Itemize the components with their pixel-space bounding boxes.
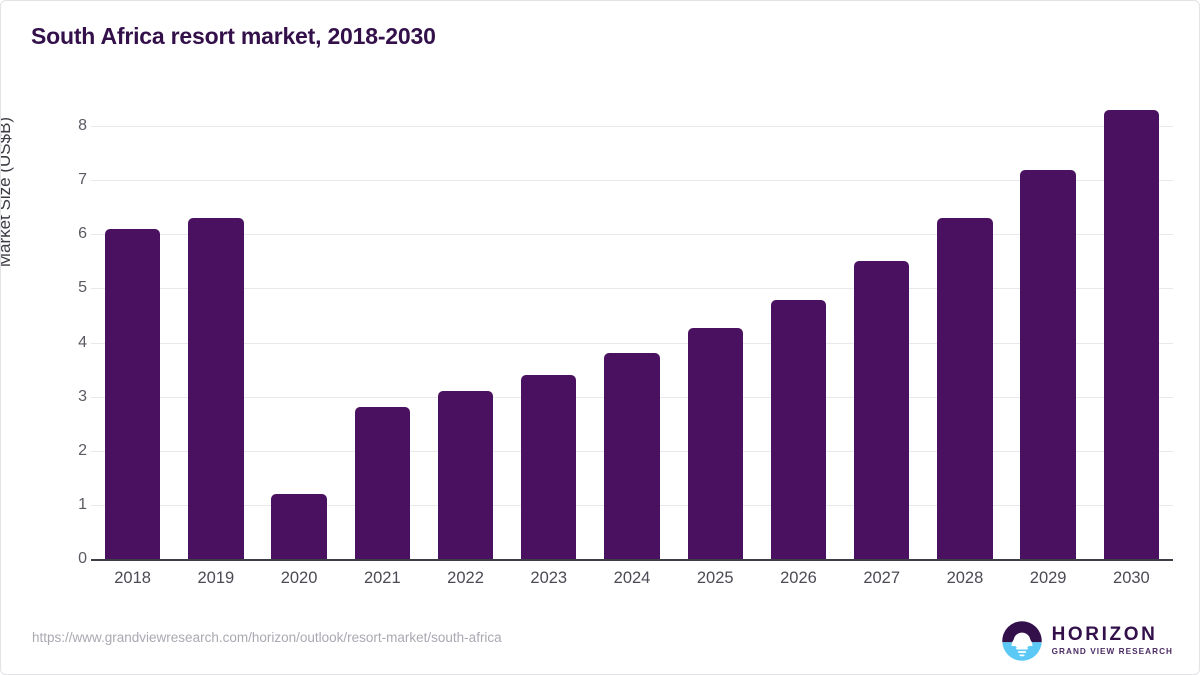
gridline (91, 288, 1173, 290)
bar[interactable] (604, 353, 660, 559)
x-tick-label: 2030 (1113, 569, 1150, 587)
x-tick-label: 2028 (946, 569, 984, 587)
y-tick-label: 0 (78, 550, 87, 567)
x-tick-label: 2029 (1029, 569, 1067, 587)
bar[interactable] (521, 374, 577, 559)
gridline (91, 342, 1173, 344)
bar[interactable] (687, 327, 743, 559)
gridline (91, 180, 1173, 182)
y-tick-label: 1 (78, 495, 87, 513)
x-tick-label: 2024 (613, 569, 651, 587)
x-tick-label: 2019 (197, 569, 235, 587)
y-tick-label: 5 (78, 279, 87, 297)
gridline (91, 126, 1173, 127)
x-tick-label: 2021 (363, 569, 401, 587)
x-tick-label: 2020 (280, 569, 318, 587)
bar[interactable] (104, 228, 161, 559)
horizon-logo[interactable]: HORIZON GRAND VIEW RESEARCH (1001, 619, 1173, 663)
bar[interactable] (937, 218, 993, 559)
y-tick-label: 6 (78, 225, 87, 243)
x-axis-line (91, 559, 1173, 561)
y-tick-label: 3 (78, 387, 87, 405)
x-tick-label: 2018 (114, 569, 151, 587)
logo-subtitle: GRAND VIEW RESEARCH (1051, 647, 1173, 657)
logo-text-block: HORIZON GRAND VIEW RESEARCH (1052, 625, 1173, 657)
x-tick-label: 2027 (863, 569, 901, 587)
bar[interactable] (271, 494, 327, 559)
bar[interactable] (1020, 170, 1076, 559)
logo-name: HORIZON (1051, 624, 1158, 646)
y-tick-label: 4 (78, 333, 87, 351)
y-axis-label: Market Size (US$B) (0, 116, 14, 268)
bar[interactable] (188, 218, 244, 559)
gridline (91, 234, 1173, 236)
bar[interactable] (770, 300, 827, 559)
x-tick-label: 2022 (447, 569, 484, 587)
horizon-sun-circle-icon (1001, 621, 1042, 661)
bar[interactable] (1103, 109, 1160, 559)
bar[interactable] (354, 407, 410, 559)
gridline (91, 559, 1173, 560)
bar[interactable] (437, 391, 494, 559)
y-tick-label: 8 (78, 117, 87, 134)
x-tick-label: 2023 (530, 569, 568, 587)
plot-area (91, 109, 1173, 561)
page-title: South Africa resort market, 2018-2030 (31, 23, 436, 49)
bar[interactable] (854, 261, 910, 559)
x-tick-label: 2025 (696, 569, 734, 587)
source-url[interactable]: https://www.grandviewresearch.com/horizo… (32, 630, 502, 645)
y-tick-label: 7 (78, 171, 87, 189)
x-tick-label: 2026 (780, 569, 817, 587)
y-tick-label: 2 (78, 441, 87, 459)
